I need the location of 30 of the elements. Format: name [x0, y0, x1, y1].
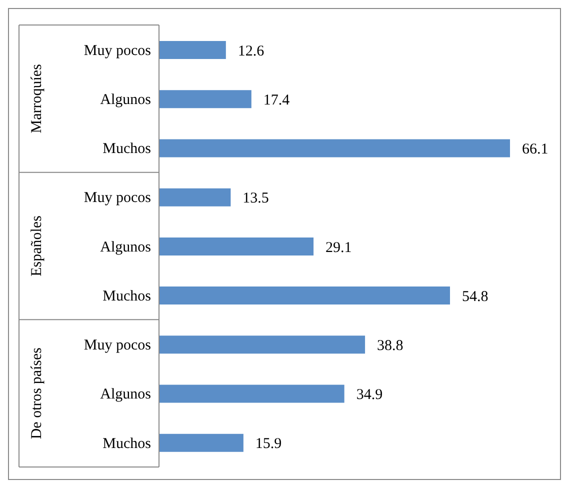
data-label: 38.8 — [377, 338, 404, 354]
y-tick-label: Muy pocos — [84, 42, 152, 59]
data-label: 29.1 — [326, 240, 352, 256]
bar — [159, 384, 344, 403]
bar — [159, 336, 366, 354]
data-label: 15.9 — [255, 436, 282, 452]
bar — [159, 188, 231, 206]
bar — [159, 90, 252, 108]
bar — [159, 139, 510, 158]
bar — [159, 237, 314, 256]
data-label: 66.1 — [522, 142, 548, 158]
data-label: 12.6 — [238, 43, 265, 60]
text: Españoles — [29, 215, 45, 276]
bar — [159, 286, 450, 305]
bar — [159, 41, 226, 59]
data-label: 54.8 — [462, 288, 488, 305]
y-tick-label: Muchos — [102, 141, 152, 158]
text: Marroquíes — [29, 64, 45, 134]
y-tick-label: Muy pocos — [84, 338, 152, 354]
y-tick-label: Algunos — [100, 92, 152, 108]
y-tick-label: Muchos — [102, 288, 152, 304]
y-tick-label: Algunos — [100, 239, 152, 256]
text: De otros países — [29, 347, 45, 440]
data-label: 17.4 — [263, 92, 290, 108]
bar — [159, 434, 244, 452]
data-label: 34.9 — [356, 387, 383, 404]
y-tick-label: Algunos — [100, 386, 152, 403]
y-tick-label: Muy pocos — [84, 190, 152, 206]
data-label: 13.5 — [242, 190, 269, 207]
y-tick-label: Muchos — [102, 436, 152, 452]
